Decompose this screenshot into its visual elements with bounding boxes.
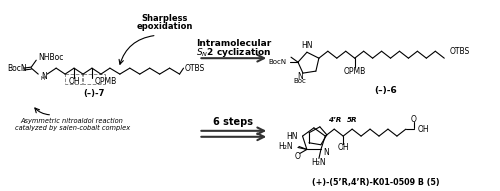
Text: OH: OH — [68, 77, 80, 86]
Text: epoxidation: epoxidation — [136, 22, 193, 31]
Text: O: O — [411, 115, 417, 124]
Text: OTBS: OTBS — [184, 64, 205, 73]
Text: OPMB: OPMB — [344, 67, 366, 76]
Text: (+)-(5’R,4’R)-K01-0509 B (5): (+)-(5’R,4’R)-K01-0509 B (5) — [312, 178, 440, 187]
Text: BocN: BocN — [268, 59, 286, 65]
Text: 5R: 5R — [347, 117, 358, 123]
Text: H: H — [40, 76, 44, 81]
Text: OH: OH — [338, 142, 349, 151]
Text: HN: HN — [301, 41, 312, 50]
Text: OPMB: OPMB — [95, 77, 117, 86]
Text: N: N — [297, 72, 303, 81]
Text: H₂N: H₂N — [312, 158, 326, 167]
Text: N: N — [323, 148, 328, 157]
Text: HN: HN — [286, 132, 298, 141]
Text: Asymmetric nitroaldol reaction: Asymmetric nitroaldol reaction — [20, 118, 124, 124]
Bar — [83, 74, 105, 84]
Text: catalyzed by salen-cobalt complex: catalyzed by salen-cobalt complex — [14, 125, 130, 131]
Text: Boc: Boc — [294, 78, 306, 84]
Text: NHBoc: NHBoc — [38, 53, 64, 62]
Text: Intramolecular: Intramolecular — [196, 39, 271, 48]
Text: BocN: BocN — [8, 64, 27, 73]
Text: (–)-7: (–)-7 — [84, 88, 104, 98]
Text: OH: OH — [418, 125, 430, 134]
Text: $S_N$2 cyclization: $S_N$2 cyclization — [196, 46, 271, 59]
Text: O: O — [295, 152, 301, 161]
Text: OTBS: OTBS — [449, 47, 469, 56]
Text: Sharpless: Sharpless — [142, 14, 188, 23]
Text: N: N — [42, 72, 47, 81]
Text: 4’R: 4’R — [328, 117, 341, 123]
Bar — [65, 74, 82, 84]
Text: (–)-6: (–)-6 — [374, 86, 397, 95]
Text: H₂N: H₂N — [278, 142, 293, 151]
Text: 6 steps: 6 steps — [214, 117, 254, 127]
